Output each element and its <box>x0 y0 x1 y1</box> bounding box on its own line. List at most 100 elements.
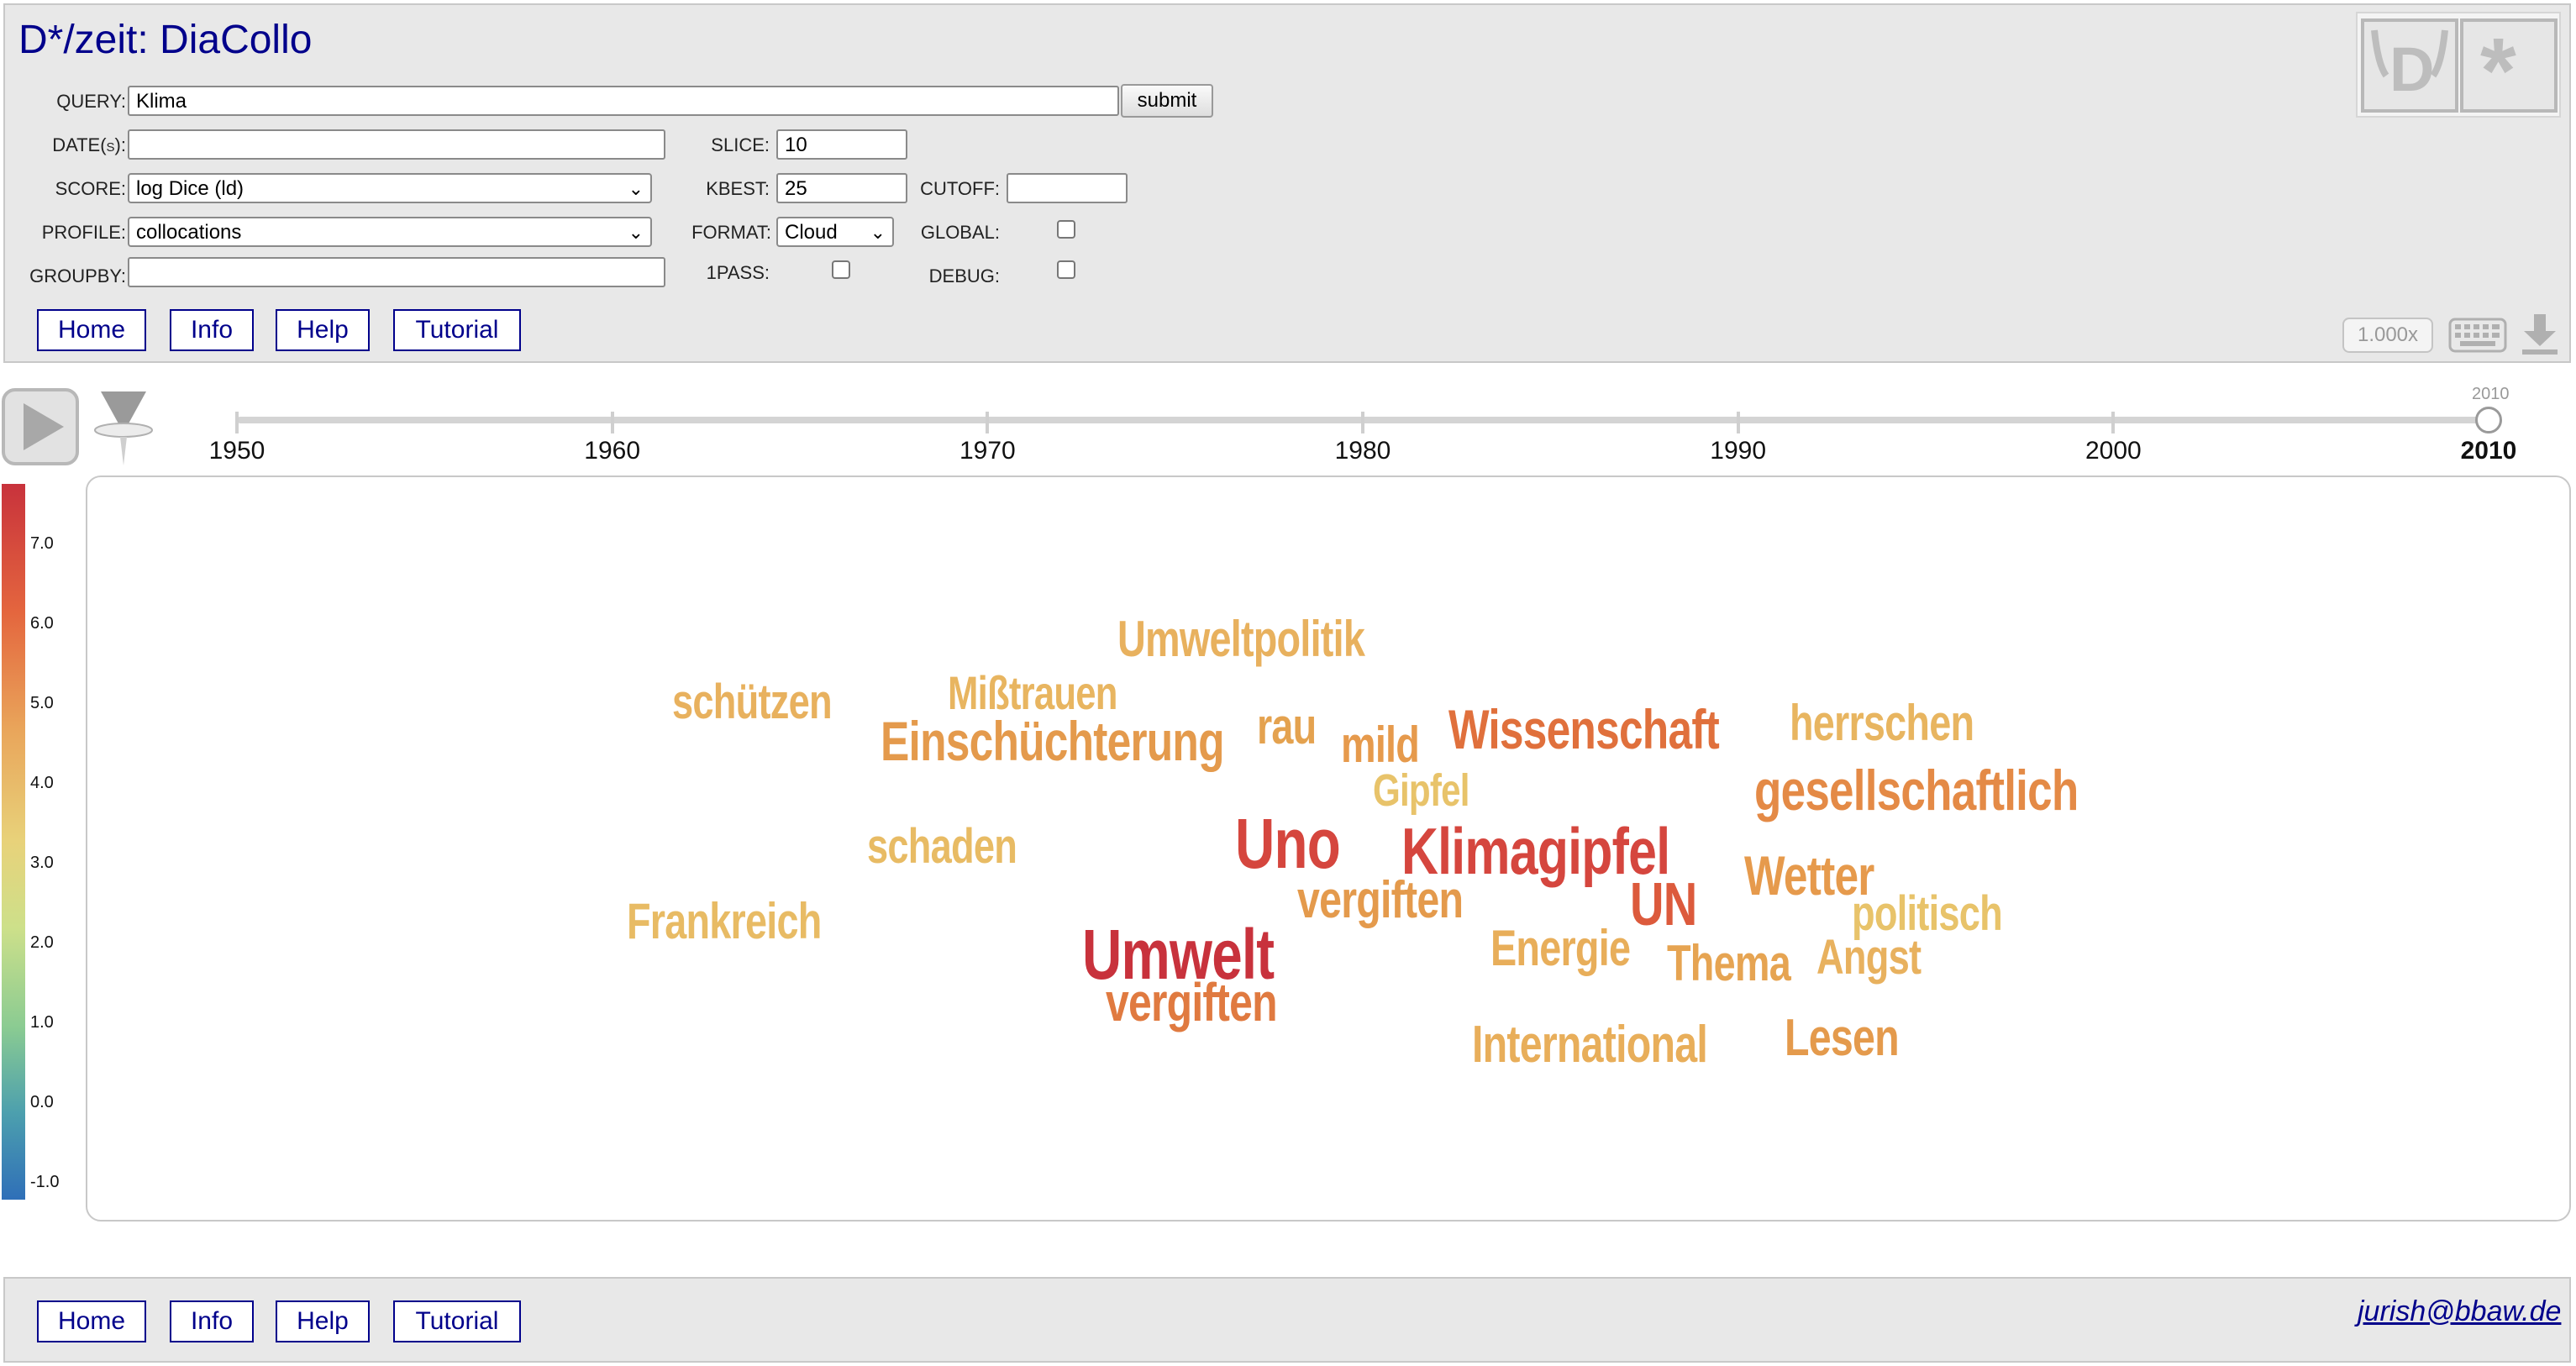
score-color-legend <box>2 484 25 1200</box>
query-input[interactable]: Klima <box>128 86 1119 116</box>
cloud-word[interactable]: politisch <box>1852 886 2003 941</box>
timeline-tick-label[interactable]: 1960 <box>584 437 641 465</box>
cloud-word[interactable]: Gipfel <box>1373 765 1469 816</box>
score-select-value: log Dice (ld) <box>136 177 244 200</box>
format-label: FORMAT: <box>691 222 771 243</box>
legend-label: 6.0 <box>30 614 54 633</box>
cloud-word[interactable]: gesellschaftlich <box>1754 759 2079 822</box>
cutoff-label: CUTOFF: <box>920 178 1000 199</box>
timeline-tick-mark <box>986 412 990 433</box>
cloud-word[interactable]: vergiften <box>1106 972 1278 1032</box>
keyboard-icon[interactable] <box>2448 316 2507 355</box>
play-button[interactable] <box>2 388 79 465</box>
timeline-tick-mark <box>235 412 239 433</box>
contact-email-link[interactable]: jurish@bbaw.de <box>2358 1295 2562 1327</box>
dstar-logo: D * <box>2356 12 2561 123</box>
footer-help-button[interactable]: Help <box>276 1300 370 1342</box>
chevron-down-icon: ⌄ <box>628 222 644 243</box>
cloud-word[interactable]: Angst <box>1816 930 1921 985</box>
cloud-word[interactable]: UN <box>1630 871 1697 938</box>
timeline-tick-label[interactable]: 1970 <box>959 437 1016 465</box>
legend-label: 0.0 <box>30 1093 54 1111</box>
cloud-word[interactable]: International <box>1472 1016 1708 1074</box>
cloud-word[interactable]: vergiften <box>1297 871 1464 929</box>
timeline-tick-mark <box>1736 412 1740 433</box>
global-checkbox[interactable] <box>1057 220 1075 239</box>
cloud-word[interactable]: Umweltpolitik <box>1117 611 1365 667</box>
submit-button[interactable]: submit <box>1121 84 1213 118</box>
cloud-word[interactable]: Wissenschaft <box>1448 698 1720 760</box>
cloud-word[interactable]: Frankreich <box>627 893 822 949</box>
profile-select[interactable]: collocations ⌄ <box>128 217 652 247</box>
slice-input[interactable]: 10 <box>776 129 907 160</box>
word-cloud <box>86 475 2571 1222</box>
legend-label: -1.0 <box>30 1173 60 1191</box>
zoom-indicator[interactable]: 1.000x <box>2342 318 2433 353</box>
footer <box>3 1277 2571 1363</box>
legend-label: 3.0 <box>30 854 54 872</box>
format-select[interactable]: Cloud ⌄ <box>776 217 894 247</box>
cutoff-input[interactable] <box>1007 173 1128 203</box>
cloud-word[interactable]: Thema <box>1667 935 1791 991</box>
legend-label: 1.0 <box>30 1013 54 1032</box>
cloud-word[interactable]: rau <box>1257 698 1317 754</box>
nav-tutorial-button[interactable]: Tutorial <box>393 309 521 351</box>
timeline-tick-mark <box>610 412 614 433</box>
nav-help-button[interactable]: Help <box>276 309 370 351</box>
chevron-down-icon: ⌄ <box>628 178 644 199</box>
legend-label: 5.0 <box>30 694 54 712</box>
timeline-tick-label[interactable]: 2000 <box>2084 437 2142 465</box>
format-select-value: Cloud <box>785 221 838 244</box>
timeline-tick-mark <box>1361 412 1364 433</box>
svg-text:*: * <box>2480 19 2516 116</box>
app-title: D*/zeit: DiaCollo <box>18 18 313 62</box>
profile-label: PROFILE: <box>41 222 126 243</box>
legend-label: 7.0 <box>30 534 54 553</box>
cloud-word[interactable]: schützen <box>672 675 833 729</box>
kbest-label: KBEST: <box>706 178 770 199</box>
score-select[interactable]: log Dice (ld) ⌄ <box>128 173 652 203</box>
onepass-checkbox[interactable] <box>832 260 850 279</box>
cloud-word[interactable]: mild <box>1341 717 1420 773</box>
onepass-label: 1PASS: <box>706 262 770 283</box>
cloud-word[interactable]: herrschen <box>1790 695 1974 751</box>
cloud-word[interactable]: Klimagipfel <box>1401 814 1670 888</box>
timeline-tick-label[interactable]: 1990 <box>1710 437 1767 465</box>
timeline-tick-label[interactable]: 1980 <box>1334 437 1391 465</box>
cloud-word[interactable]: Energie <box>1490 920 1631 976</box>
timeline-tick-label[interactable]: 1950 <box>208 437 265 465</box>
footer-tutorial-button[interactable]: Tutorial <box>393 1300 521 1342</box>
nav-home-button[interactable]: Home <box>37 309 146 351</box>
play-icon <box>24 403 64 450</box>
chevron-down-icon: ⌄ <box>870 222 886 243</box>
cloud-word[interactable]: Wetter <box>1744 844 1874 906</box>
cloud-word[interactable]: Umwelt <box>1082 915 1275 994</box>
dates-input[interactable] <box>128 129 665 160</box>
legend-label: 4.0 <box>30 774 54 792</box>
query-label: QUERY: <box>56 91 126 112</box>
dstar-logo-icon: D * <box>2361 18 2558 123</box>
groupby-label: GROUPBY: <box>29 265 126 286</box>
cloud-word[interactable]: schaden <box>867 819 1017 874</box>
cloud-word[interactable]: Uno <box>1235 804 1341 883</box>
timeline-handle-label: 2010 <box>2472 385 2510 403</box>
legend-label: 2.0 <box>30 933 54 952</box>
footer-home-button[interactable]: Home <box>37 1300 146 1342</box>
cloud-word[interactable]: Lesen <box>1785 1009 1900 1067</box>
dates-label: DATE(s): <box>52 134 126 155</box>
timeline-tick-label[interactable]: 2010 <box>2460 437 2517 465</box>
groupby-input[interactable] <box>128 257 665 287</box>
score-label: SCORE: <box>55 178 126 199</box>
cloud-word[interactable]: Einschüchterung <box>881 710 1225 772</box>
slice-label: SLICE: <box>711 134 770 155</box>
debug-label: DEBUG: <box>928 265 1000 286</box>
footer-info-button[interactable]: Info <box>170 1300 254 1342</box>
kbest-input[interactable]: 25 <box>776 173 907 203</box>
debug-checkbox[interactable] <box>1057 260 1075 279</box>
pin-icon[interactable] <box>92 388 155 469</box>
nav-info-button[interactable]: Info <box>170 309 254 351</box>
cloud-word[interactable]: Mißtrauen <box>948 666 1117 719</box>
timeline-tick-mark <box>2111 412 2116 433</box>
timeline-handle[interactable] <box>2475 407 2502 433</box>
download-icon[interactable] <box>2519 313 2561 356</box>
